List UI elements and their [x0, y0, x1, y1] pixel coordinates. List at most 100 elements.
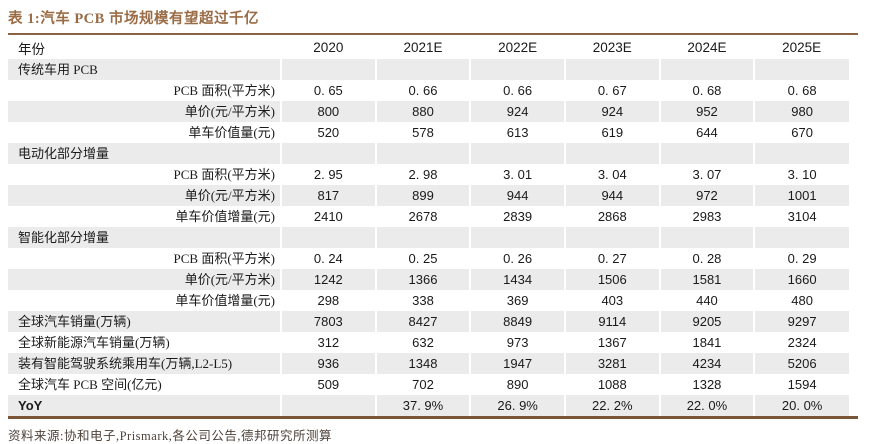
cell-value: 2410	[280, 206, 376, 227]
cell-value	[280, 227, 376, 248]
data-table: 年份 2020 2021E 2022E 2023E 2024E 2025E 传统车用 PC…	[8, 36, 849, 416]
row-label: 全球汽车销量(万辆)	[8, 311, 281, 332]
row-label: 单价(元/平方米)	[8, 269, 281, 290]
cell-value	[374, 143, 471, 164]
row-label: 全球新能源汽车销量(万辆)	[18, 334, 170, 350]
cell-value: 369	[469, 290, 565, 311]
table-row: 全球新能源汽车销量(万辆) 312 632 973 1367 1841 2324	[8, 332, 849, 353]
cell-value	[280, 59, 376, 80]
cell-value	[753, 59, 849, 80]
cell-value: 0. 67	[563, 80, 660, 101]
table-row: YoY 37. 9% 26. 9% 22. 2% 22. 0% 20. 0%	[8, 395, 849, 416]
row-label: 单车价值量(元)	[188, 124, 275, 140]
cell-value: 0. 25	[374, 248, 471, 269]
column-header: 2025E	[782, 40, 822, 55]
cell-value: 520	[280, 122, 376, 143]
cell-value: 952	[658, 101, 755, 122]
cell-value: 509	[280, 374, 376, 395]
cell-value: 4234	[658, 353, 755, 374]
table-row: 智能化部分增量	[8, 227, 849, 248]
row-label: PCB 面积(平方米)	[173, 250, 275, 266]
cell-value: 890	[469, 374, 565, 395]
cell-value	[469, 59, 565, 80]
cell-value: 3. 04	[563, 164, 660, 185]
row-label: 单价(元/平方米)	[8, 185, 281, 206]
table-row: 单车价值量(元) 520 578 613 619 644 670	[8, 122, 849, 143]
cell-value: 1242	[280, 269, 376, 290]
cell-value: 1434	[469, 269, 565, 290]
table-row: PCB 面积(平方米) 0. 65 0. 66 0. 66 0. 67 0. 68 0. 6…	[8, 80, 849, 101]
column-header: 2024E	[687, 40, 727, 55]
cell-value: 8427	[374, 311, 471, 332]
cell-value: 2. 98	[374, 164, 471, 185]
cell-value: 973	[469, 332, 565, 353]
cell-value: 1506	[563, 269, 660, 290]
cell-value: 1328	[658, 374, 755, 395]
cell-value: 944	[469, 185, 565, 206]
cell-value: 0. 66	[469, 80, 565, 101]
cell-value: 619	[563, 122, 660, 143]
cell-value	[658, 227, 755, 248]
table-row: PCB 面积(平方米) 0. 24 0. 25 0. 26 0. 27 0. 28 0. 2…	[8, 248, 849, 269]
cell-value	[469, 227, 565, 248]
table-caption: 表 1:汽车 PCB 市场规模有望超过千亿	[8, 11, 259, 27]
bottom-rule-divider	[8, 416, 858, 419]
cell-value: 899	[374, 185, 471, 206]
cell-value: 3104	[753, 206, 849, 227]
cell-value: 440	[658, 290, 755, 311]
cell-value	[658, 59, 755, 80]
cell-value: 298	[280, 290, 376, 311]
cell-value: 0. 66	[374, 80, 471, 101]
cell-value: 1581	[658, 269, 755, 290]
cell-value: 1947	[469, 353, 565, 374]
cell-value: 22. 2%	[563, 395, 660, 416]
cell-value	[280, 143, 376, 164]
column-header: 2023E	[592, 40, 632, 55]
cell-value	[753, 227, 849, 248]
table-body: 传统车用 PCB PCB 面积(平方米) 0. 65 0. 66 0. 66 0. 67 0…	[8, 59, 849, 416]
cell-value: 944	[563, 185, 660, 206]
cell-value: 1001	[753, 185, 849, 206]
cell-value: 670	[753, 122, 849, 143]
cell-value: 22. 0%	[658, 395, 755, 416]
cell-value: 3. 01	[469, 164, 565, 185]
cell-value: 3. 10	[753, 164, 849, 185]
header-row: 年份 2020 2021E 2022E 2023E 2024E 2025E	[8, 36, 849, 59]
cell-value	[280, 395, 376, 416]
row-label: 装有智能驾驶系统乘用车(万辆,L2-L5)	[8, 353, 281, 374]
column-header: 2022E	[498, 40, 538, 55]
cell-value: 2839	[469, 206, 565, 227]
cell-value: 0. 27	[563, 248, 660, 269]
cell-value: 3281	[563, 353, 660, 374]
cell-value: 20. 0%	[753, 395, 849, 416]
top-rule-divider	[8, 33, 858, 35]
table-row: 单价(元/平方米) 800 880 924 924 952 980	[8, 101, 849, 122]
cell-value: 403	[563, 290, 660, 311]
row-label: YoY	[8, 395, 281, 416]
report-table-page: 表 1:汽车 PCB 市场规模有望超过千亿 年份 2020 2021E 2022E 2…	[8, 11, 858, 443]
cell-value: 644	[658, 122, 755, 143]
table-row: 单车价值增量(元) 298 338 369 403 440 480	[8, 290, 849, 311]
cell-value: 9205	[658, 311, 755, 332]
cell-value: 817	[280, 185, 376, 206]
table-row: 装有智能驾驶系统乘用车(万辆,L2-L5) 936 1348 1947 3281 4234…	[8, 353, 849, 374]
cell-value: 880	[374, 101, 471, 122]
cell-value: 613	[469, 122, 565, 143]
row-label: PCB 面积(平方米)	[173, 166, 275, 182]
row-label: 智能化部分增量	[8, 227, 281, 248]
table-row: 单价(元/平方米) 1242 1366 1434 1506 1581 1660	[8, 269, 849, 290]
cell-value: 312	[280, 332, 376, 353]
row-label: 传统车用 PCB	[8, 59, 281, 80]
cell-value: 578	[374, 122, 471, 143]
cell-value	[658, 143, 755, 164]
cell-value: 1348	[374, 353, 471, 374]
source-note: 资料来源:协和电子,Prismark,各公司公告,德邦研究所测算	[8, 429, 332, 443]
cell-value: 632	[374, 332, 471, 353]
cell-value: 3. 07	[658, 164, 755, 185]
table-row: 单车价值增量(元) 2410 2678 2839 2868 2983 3104	[8, 206, 849, 227]
cell-value: 0. 68	[753, 80, 849, 101]
cell-value: 0. 26	[469, 248, 565, 269]
cell-value: 0. 29	[753, 248, 849, 269]
cell-value: 1367	[563, 332, 660, 353]
cell-value: 480	[753, 290, 849, 311]
